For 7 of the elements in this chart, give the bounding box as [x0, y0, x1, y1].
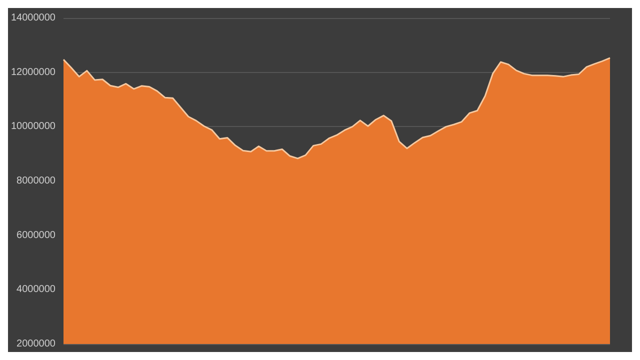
- y-tick-label: 6000000: [16, 230, 56, 241]
- y-tick-label: 4000000: [16, 284, 56, 296]
- y-tick-label: 8000000: [16, 176, 56, 186]
- y-tick-label: 14000000: [10, 12, 56, 24]
- y-tick-label: 2000000: [16, 338, 56, 350]
- y-tick-label: 10000000: [10, 121, 56, 132]
- y-tick-label: 12000000: [10, 66, 56, 78]
